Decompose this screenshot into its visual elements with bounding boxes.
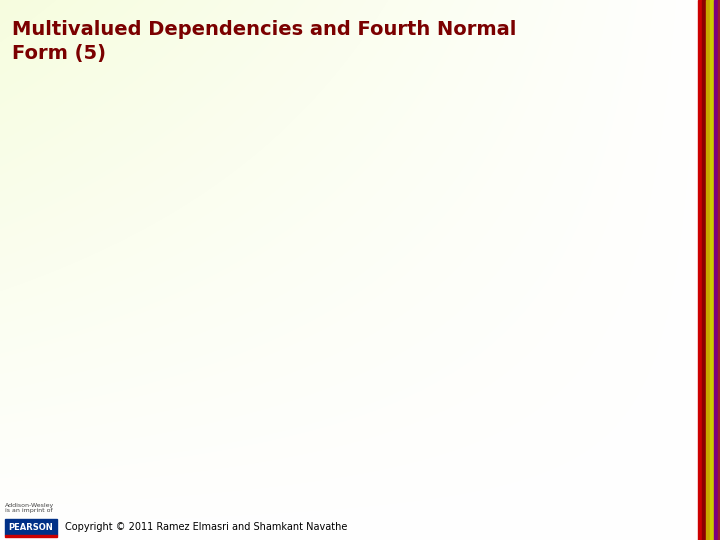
- Text: Copyright © 2011 Ramez Elmasri and Shamkant Navathe: Copyright © 2011 Ramez Elmasri and Shamk…: [65, 522, 347, 532]
- Text: PEARSON: PEARSON: [9, 523, 53, 531]
- Bar: [710, 0, 714, 540]
- Bar: [714, 0, 718, 540]
- Bar: [706, 0, 710, 540]
- Text: is an imprint of: is an imprint of: [5, 508, 53, 513]
- Text: Addison-Wesley: Addison-Wesley: [5, 503, 54, 508]
- Bar: [5, 519, 57, 535]
- Text: Multivalued Dependencies and Fourth Normal
Form (5): Multivalued Dependencies and Fourth Norm…: [12, 20, 516, 63]
- Bar: [5, 535, 57, 537]
- Bar: [718, 0, 720, 540]
- Bar: [702, 0, 706, 540]
- Bar: [698, 0, 702, 540]
